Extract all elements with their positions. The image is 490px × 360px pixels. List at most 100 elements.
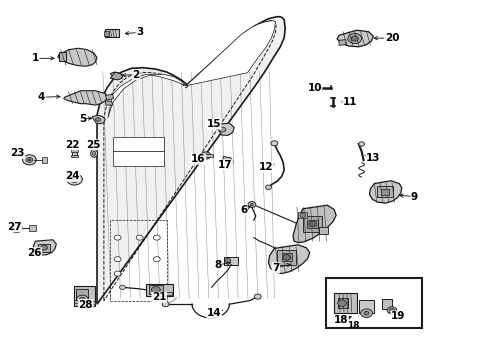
Bar [105,29,119,37]
Bar [334,293,357,313]
Circle shape [225,161,230,165]
Bar [205,154,213,157]
Circle shape [96,118,100,121]
Circle shape [114,257,121,262]
Text: 24: 24 [65,171,80,181]
Polygon shape [33,240,56,255]
Bar [303,216,322,232]
Text: 11: 11 [343,97,357,107]
Ellipse shape [91,149,98,157]
Polygon shape [337,30,373,47]
Circle shape [28,159,31,161]
Text: 20: 20 [385,33,399,43]
Circle shape [14,226,20,230]
Polygon shape [293,205,336,243]
Circle shape [309,221,317,227]
Text: 15: 15 [206,119,221,129]
Text: 4: 4 [38,92,46,102]
Polygon shape [221,157,233,168]
Circle shape [114,271,121,276]
Bar [277,250,296,265]
Bar [163,292,172,295]
Polygon shape [113,151,164,166]
Circle shape [23,155,36,165]
Circle shape [338,300,346,306]
Circle shape [76,295,88,304]
Polygon shape [108,21,275,118]
Circle shape [120,285,125,289]
Polygon shape [105,101,113,105]
Text: 10: 10 [307,83,322,93]
Circle shape [300,213,306,217]
Text: 28: 28 [78,300,93,310]
Bar [74,286,95,306]
Circle shape [283,255,291,260]
Polygon shape [59,52,66,61]
Circle shape [41,245,48,250]
Bar [86,301,95,304]
Circle shape [136,235,143,240]
Bar [74,300,80,303]
Bar [338,298,348,308]
Circle shape [11,224,23,233]
Polygon shape [113,137,164,151]
Circle shape [203,154,208,157]
Circle shape [26,157,33,162]
Circle shape [359,142,365,146]
Ellipse shape [93,151,96,156]
Circle shape [162,302,169,307]
Polygon shape [216,123,234,135]
Polygon shape [64,91,108,105]
Bar [28,225,36,231]
Circle shape [70,176,79,183]
Bar [381,189,389,195]
Bar [282,253,292,261]
Polygon shape [105,94,114,100]
Text: 21: 21 [152,292,167,302]
Polygon shape [110,72,122,80]
Bar [382,299,392,309]
Bar [71,149,78,152]
Polygon shape [110,72,122,79]
Circle shape [79,297,85,302]
Text: 17: 17 [218,160,233,170]
Text: 19: 19 [391,311,405,321]
Text: 12: 12 [259,162,274,172]
Circle shape [201,152,211,159]
Bar [359,300,374,313]
Polygon shape [339,40,346,45]
Circle shape [250,203,253,206]
Circle shape [390,309,394,312]
Bar [377,186,393,197]
Polygon shape [269,245,310,274]
Text: 18: 18 [346,321,359,330]
Polygon shape [369,181,402,203]
Circle shape [254,294,261,299]
Text: 13: 13 [366,153,381,163]
Bar [146,284,172,296]
Text: 8: 8 [214,260,221,270]
Circle shape [266,185,271,189]
Polygon shape [92,115,105,124]
Bar [71,155,78,157]
Bar [149,285,163,294]
Circle shape [219,127,226,132]
Bar [307,220,318,228]
Circle shape [153,257,160,262]
Bar [76,289,88,300]
Text: 6: 6 [240,204,247,215]
Circle shape [351,36,358,41]
Bar [326,278,422,328]
Bar [224,257,238,265]
Text: 5: 5 [79,114,86,124]
Bar [104,31,109,36]
Text: 16: 16 [191,154,206,164]
Text: 23: 23 [10,148,25,158]
Circle shape [387,307,397,314]
Text: 1: 1 [32,53,39,63]
Circle shape [153,235,160,240]
Circle shape [114,235,121,240]
Text: 3: 3 [136,27,143,37]
Text: 18: 18 [334,315,348,325]
Circle shape [248,202,256,207]
